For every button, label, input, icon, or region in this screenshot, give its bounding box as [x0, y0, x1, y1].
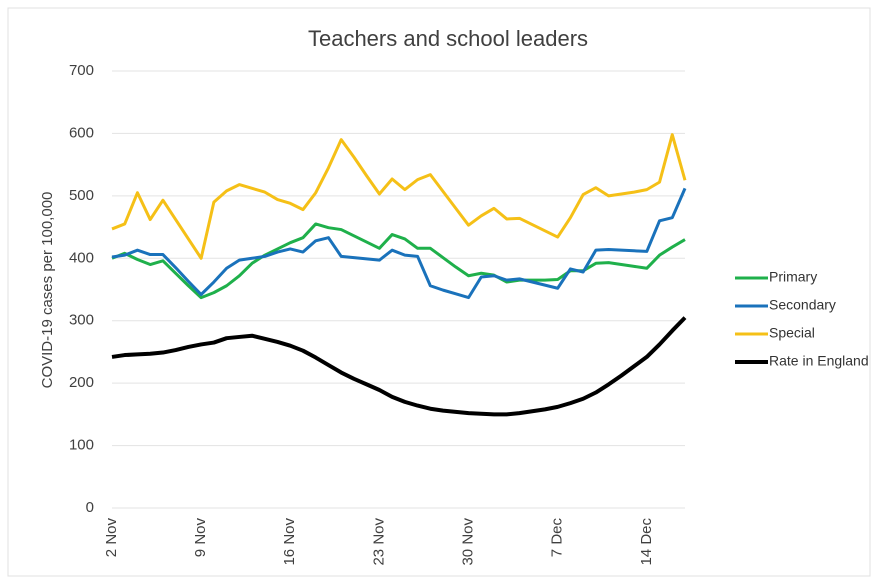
x-tick-label: 30 Nov	[460, 518, 477, 566]
legend-label: Special	[769, 325, 815, 341]
y-tick-label: 400	[69, 249, 94, 266]
y-tick-label: 500	[69, 187, 94, 204]
y-tick-label: 700	[69, 62, 94, 79]
x-tick-label: 7 Dec	[549, 518, 566, 558]
legend-label: Primary	[769, 269, 817, 285]
chart-title: Teachers and school leaders	[308, 26, 588, 51]
x-tick-label: 2 Nov	[103, 518, 120, 558]
y-tick-label: 300	[69, 312, 94, 329]
x-tick-label: 23 Nov	[370, 518, 387, 566]
y-tick-label: 600	[69, 124, 94, 141]
line	[111, 222, 686, 300]
legend-label: Rate in England	[769, 353, 869, 369]
x-tick-label: 9 Nov	[192, 518, 209, 558]
line	[111, 133, 687, 260]
y-tick-label: 100	[69, 437, 94, 454]
line	[111, 187, 687, 300]
y-tick-label: 0	[86, 499, 94, 516]
line	[111, 316, 687, 417]
chart-frame	[7, 7, 871, 577]
legend-label: Secondary	[769, 297, 836, 313]
x-tick-label: 16 Nov	[281, 518, 298, 566]
y-axis-label: COVID-19 cases per 100,000	[39, 192, 56, 389]
y-tick-label: 200	[69, 374, 94, 391]
x-tick-label: 14 Dec	[638, 518, 655, 566]
